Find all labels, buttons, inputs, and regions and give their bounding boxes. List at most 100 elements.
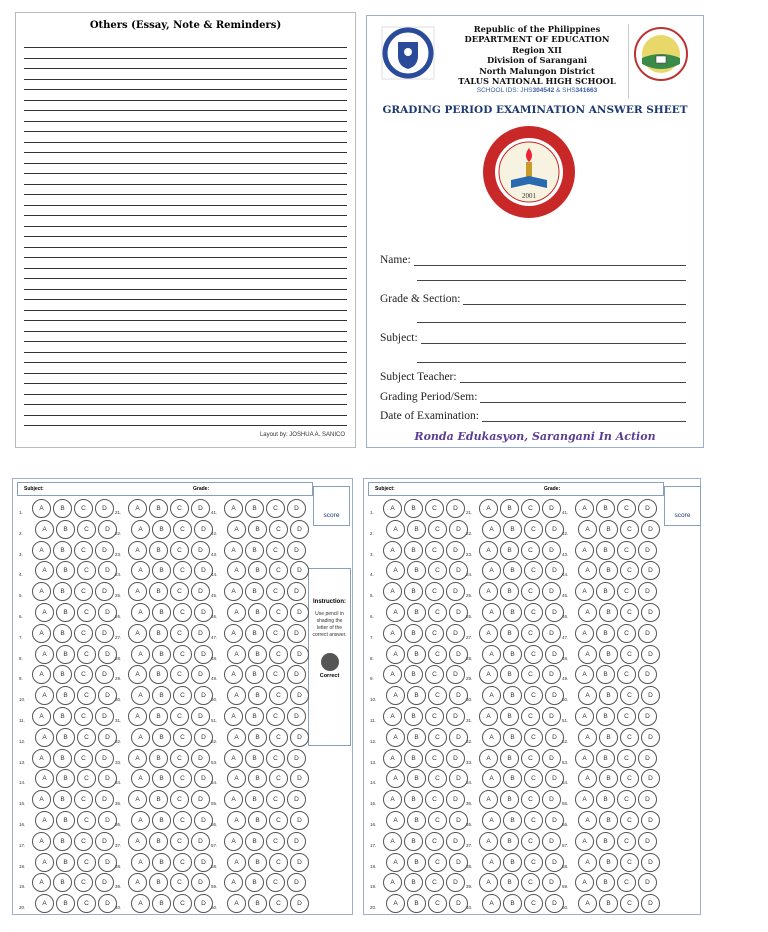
answer-bubble-b[interactable]: B [503,727,522,747]
answer-bubble-c[interactable]: C [77,686,96,706]
answer-bubble-d[interactable]: D [641,603,660,622]
subject-grade-bar[interactable]: Subject: Grade: [17,482,313,496]
answer-bubble-c[interactable]: C [617,582,636,602]
grading-period-field[interactable]: Grading Period/Sem: [380,391,686,403]
answer-bubble-b[interactable]: B [407,769,426,789]
answer-bubble-a[interactable]: A [227,686,246,706]
answer-bubble-b[interactable]: B [152,644,171,664]
answer-bubble-b[interactable]: B [407,519,426,539]
writing-line[interactable] [24,383,347,384]
answer-bubble-d[interactable]: D [98,852,117,872]
answer-bubble-a[interactable]: A [131,686,150,706]
answer-bubble-c[interactable]: C [428,644,447,664]
answer-bubble-d[interactable]: D [98,644,117,664]
answer-bubble-a[interactable]: A [32,707,51,726]
writing-line[interactable] [24,246,347,248]
answer-bubble-b[interactable]: B [248,644,267,664]
answer-bubble-b[interactable]: B [245,831,264,851]
answer-bubble-c[interactable]: C [170,540,189,560]
answer-bubble-b[interactable]: B [53,873,72,893]
answer-bubble-c[interactable]: C [77,603,96,622]
writing-line[interactable] [24,257,347,258]
answer-bubble-c[interactable]: C [170,831,189,851]
writing-line[interactable] [24,278,347,279]
writing-line[interactable] [24,225,347,227]
answer-bubble-a[interactable]: A [482,686,501,706]
answer-bubble-a[interactable]: A [578,644,597,664]
answer-bubble-a[interactable]: A [128,707,147,726]
answer-bubble-d[interactable]: D [638,623,657,643]
answer-bubble-a[interactable]: A [386,727,405,747]
answer-bubble-b[interactable]: B [404,665,423,685]
answer-bubble-c[interactable]: C [173,644,192,664]
answer-bubble-a[interactable]: A [578,769,597,789]
answer-bubble-c[interactable]: C [77,894,96,914]
answer-bubble-c[interactable]: C [269,686,288,706]
answer-bubble-c[interactable]: C [521,582,540,602]
answer-bubble-b[interactable]: B [503,811,522,830]
answer-bubble-a[interactable]: A [227,852,246,872]
answer-bubble-d[interactable]: D [545,686,564,706]
answer-bubble-c[interactable]: C [173,727,192,747]
answer-bubble-b[interactable]: B [149,582,168,602]
answer-bubble-d[interactable]: D [449,811,468,830]
answer-bubble-c[interactable]: C [524,852,543,872]
answer-bubble-b[interactable]: B [503,894,522,914]
answer-bubble-c[interactable]: C [620,769,639,789]
answer-bubble-b[interactable]: B [596,748,615,768]
answer-bubble-b[interactable]: B [404,831,423,851]
answer-bubble-d[interactable]: D [542,707,561,726]
answer-bubble-c[interactable]: C [620,894,639,914]
writing-line[interactable] [24,110,347,111]
writing-line[interactable] [24,215,347,216]
answer-bubble-a[interactable]: A [479,582,498,602]
answer-bubble-a[interactable]: A [224,665,243,685]
answer-bubble-d[interactable]: D [95,582,114,602]
answer-bubble-a[interactable]: A [128,831,147,851]
answer-bubble-d[interactable]: D [446,540,465,560]
answer-bubble-c[interactable]: C [617,707,636,726]
answer-bubble-a[interactable]: A [227,561,246,581]
answer-bubble-d[interactable]: D [290,769,309,789]
answer-bubble-b[interactable]: B [56,603,75,622]
answer-bubble-c[interactable]: C [170,790,189,810]
answer-bubble-c[interactable]: C [173,811,192,830]
answer-bubble-a[interactable]: A [224,790,243,810]
answer-bubble-a[interactable]: A [386,894,405,914]
answer-bubble-a[interactable]: A [224,499,243,518]
answer-bubble-d[interactable]: D [194,727,213,747]
answer-bubble-a[interactable]: A [32,582,51,602]
answer-bubble-a[interactable]: A [224,748,243,768]
answer-bubble-a[interactable]: A [32,665,51,685]
answer-bubble-a[interactable]: A [482,519,501,539]
answer-bubble-d[interactable]: D [191,707,210,726]
answer-bubble-b[interactable]: B [149,707,168,726]
answer-bubble-b[interactable]: B [56,519,75,539]
answer-bubble-b[interactable]: B [152,852,171,872]
answer-bubble-c[interactable]: C [620,561,639,581]
writing-line[interactable] [24,204,347,206]
answer-bubble-a[interactable]: A [575,707,594,726]
answer-bubble-b[interactable]: B [152,561,171,581]
answer-bubble-a[interactable]: A [224,831,243,851]
answer-bubble-a[interactable]: A [128,623,147,643]
answer-bubble-a[interactable]: A [578,519,597,539]
answer-bubble-b[interactable]: B [245,540,264,560]
answer-bubble-a[interactable]: A [131,894,150,914]
answer-bubble-a[interactable]: A [224,582,243,602]
answer-bubble-b[interactable]: B [404,873,423,893]
writing-line[interactable] [24,194,347,195]
writing-line[interactable] [24,267,347,269]
answer-bubble-b[interactable]: B [56,769,75,789]
answer-bubble-d[interactable]: D [98,894,117,914]
answer-bubble-b[interactable]: B [53,790,72,810]
answer-bubble-b[interactable]: B [503,644,522,664]
answer-bubble-c[interactable]: C [425,790,444,810]
answer-bubble-a[interactable]: A [386,769,405,789]
answer-bubble-d[interactable]: D [95,748,114,768]
answer-bubble-c[interactable]: C [428,811,447,830]
answer-bubble-d[interactable]: D [287,790,306,810]
answer-bubble-c[interactable]: C [524,561,543,581]
answer-bubble-b[interactable]: B [152,686,171,706]
answer-bubble-a[interactable]: A [479,748,498,768]
